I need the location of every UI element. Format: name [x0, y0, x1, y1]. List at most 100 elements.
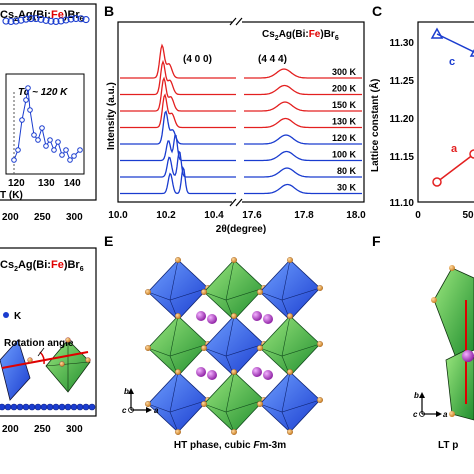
panel-a-inset-point — [77, 147, 83, 153]
panel-c-letter: C — [372, 3, 382, 19]
panel-e-axis-a: a — [154, 406, 159, 415]
panel-a-data-point — [57, 17, 65, 25]
panel-b-curve-444 — [244, 183, 362, 195]
panel-d-data-point — [64, 403, 72, 411]
panel-a-data-point — [32, 15, 40, 23]
panel-b-temperature-label: 100 K — [332, 150, 357, 160]
panel-a-inset-point — [15, 147, 21, 153]
panel-d-data-point — [16, 403, 24, 411]
panel-e-cs-atom — [252, 367, 262, 377]
panel-f-axis-b: b — [414, 391, 419, 400]
panel-b-curve-444 — [244, 117, 362, 129]
panel-a-data-point — [82, 16, 90, 24]
panel-a-xtick: 200 — [2, 212, 19, 223]
panel-d-data-point — [46, 403, 54, 411]
panel-a-inset-point — [59, 152, 65, 158]
panel-e-octahedron-green — [259, 315, 321, 377]
panel-a: Cs2Ag(Bi:Fe)Br6 Tc ~ 120 K 120 130 140 T… — [0, 3, 97, 223]
panel-e-letter: E — [104, 233, 113, 249]
panel-d-data-point — [28, 403, 36, 411]
panel-a-inset-xtick: 140 — [64, 178, 81, 189]
panel-c-a-line — [436, 153, 474, 183]
panel-b-curve-444 — [244, 68, 362, 79]
panel-b-xtick: 10.2 — [156, 210, 176, 221]
panel-e-caption: HT phase, cubic Fm-3m — [174, 440, 286, 451]
panel-e-octahedron-edge — [147, 399, 209, 413]
panel-c-ytick: 11.30 — [390, 38, 415, 49]
panel-e-br-atom — [257, 345, 263, 351]
panel-e-br-atom — [145, 345, 151, 351]
panel-a-data-point — [22, 15, 30, 23]
panel-e-br-atom — [231, 313, 237, 319]
panel-f-caption: LT p — [438, 440, 458, 451]
panel-e-octahedron-edge — [259, 399, 321, 413]
panel-a-xtick: 250 — [34, 212, 51, 223]
panel-c-label-c: c — [449, 56, 455, 68]
panel-e-br-atom — [201, 401, 207, 407]
panel-b-temperature-label: 120 K — [332, 133, 357, 143]
panel-f-axis-c: c — [413, 410, 418, 419]
panel-b-temperature-label: 130 K — [332, 117, 357, 127]
panel-e-br-atom — [317, 341, 323, 347]
panel-a-inset-point — [47, 137, 53, 143]
panel-f-letter: F — [372, 233, 381, 249]
panel-e-octahedron-edge — [203, 287, 265, 301]
panel-d-data-point — [34, 403, 42, 411]
panel-f-br-atom — [449, 411, 455, 417]
panel-f-axes: b a c — [413, 391, 448, 419]
panel-e-cs-atom — [207, 314, 217, 324]
panel-a-data-point — [77, 15, 85, 23]
panel-c-c-marker — [430, 27, 444, 39]
panel-c-xtick: 50 — [462, 210, 474, 221]
panel-b-temperature-label: 200 K — [332, 84, 357, 94]
panel-b-break-top — [232, 18, 242, 26]
panel-a-top-series — [2, 14, 90, 26]
panel-e-br-atom — [287, 313, 293, 319]
panel-b-curve-400 — [120, 93, 236, 129]
panel-b-curves — [120, 43, 362, 195]
panel-e-octahedron-blue — [203, 315, 265, 377]
panel-a-inset-xtick: 130 — [38, 178, 55, 189]
panel-e-br-atom — [231, 429, 237, 435]
panel-d: Cs2Ag(Bi:Fe)Br6 K Rotation angle 200 250… — [0, 247, 97, 435]
panel-c-label-a: a — [451, 143, 458, 155]
panel-b-curve-400 — [120, 166, 236, 195]
panel-e-br-atom — [201, 289, 207, 295]
panel-a-frame — [0, 3, 97, 201]
panel-e-cs-atom — [207, 370, 217, 380]
panel-d-red-axis — [1, 351, 89, 369]
panel-a-inset-point — [31, 132, 37, 138]
panel-b-xtick: 17.8 — [294, 210, 314, 221]
panel-b-compound: Cs2Ag(Bi:Fe)Br6 — [262, 29, 339, 42]
panel-d-br-atom — [65, 337, 71, 343]
panel-d-data-point — [52, 403, 60, 411]
panel-f-br-atom — [449, 265, 455, 271]
panel-b-xtick: 10.4 — [204, 210, 224, 221]
panel-c-frame — [417, 21, 474, 203]
panel-b-temperature-label: 300 K — [332, 67, 357, 77]
panel-c-ytick: 11.20 — [390, 114, 415, 125]
panel-e-octahedron-blue — [259, 259, 321, 321]
panel-a-inset-point — [19, 117, 25, 123]
panel-e-axes: b a c — [122, 387, 159, 415]
panel-c: C Lattice constant (Å) 11.30 11.25 11.20… — [368, 3, 474, 221]
panel-f-br-atom — [431, 297, 437, 303]
panel-a-data-point — [17, 16, 25, 24]
panel-d-series — [0, 403, 96, 411]
panel-d-data-point — [76, 403, 84, 411]
panel-e-octahedron-edge — [259, 343, 321, 357]
panel-b-curve-400 — [120, 43, 236, 79]
panel-a-data-point — [52, 17, 60, 26]
panel-e-br-atom — [175, 369, 181, 375]
panel-d-br-atom — [85, 357, 91, 363]
panel-d-data-point — [0, 403, 6, 411]
panel-f-octahedron-green — [433, 267, 474, 359]
panel-b-temperature-label: 150 K — [332, 100, 357, 110]
panel-d-xtick: 200 — [2, 424, 19, 435]
panel-d-br-atom — [27, 357, 33, 363]
panel-d-data-point — [58, 403, 66, 411]
panel-a-data-point — [47, 17, 55, 25]
panel-e-octahedron-edge — [147, 287, 209, 301]
panel-e-cs-atom — [196, 311, 206, 321]
panel-b-letter: B — [104, 3, 114, 19]
